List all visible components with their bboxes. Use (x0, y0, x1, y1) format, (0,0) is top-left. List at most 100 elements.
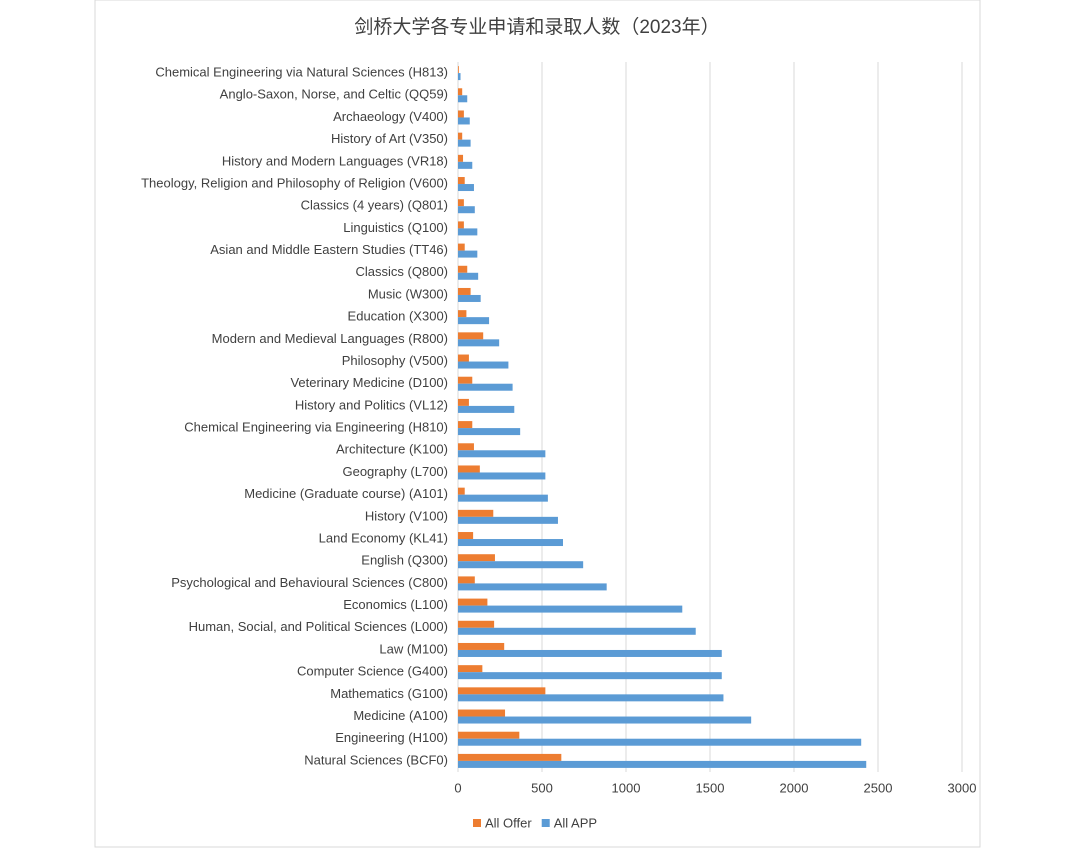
y-tick-label: Natural Sciences (BCF0) (304, 752, 448, 767)
bar (458, 509, 494, 517)
y-tick-label: Veterinary Medicine (D100) (290, 375, 448, 390)
bar (458, 317, 490, 325)
bar (458, 117, 470, 125)
y-tick-label: Computer Science (G400) (297, 664, 448, 679)
bar (458, 694, 724, 702)
bar (458, 487, 465, 495)
bar (458, 199, 464, 207)
bar (458, 583, 607, 591)
bar (458, 672, 722, 680)
bar (458, 465, 480, 473)
y-tick-label: Land Economy (KL41) (319, 530, 448, 545)
legend-label: All Offer (485, 815, 532, 830)
y-tick-label: Chemical Engineering via Engineering (H8… (184, 420, 448, 435)
y-tick-label: History (V100) (365, 508, 448, 523)
x-tick-label: 0 (454, 780, 461, 795)
y-tick-label: Medicine (Graduate course) (A101) (244, 486, 448, 501)
bar (458, 421, 473, 429)
y-tick-label: Architecture (K100) (336, 442, 448, 457)
bar (458, 627, 696, 635)
y-tick-label: History and Modern Languages (VR18) (222, 153, 448, 168)
bar (458, 88, 463, 96)
bar (458, 605, 683, 613)
x-tick-label: 1500 (696, 780, 725, 795)
bar (458, 443, 474, 451)
x-tick-label: 3000 (948, 780, 977, 795)
bar (458, 494, 548, 502)
bar (458, 66, 459, 74)
bar (458, 576, 475, 584)
bar (458, 272, 479, 280)
y-tick-label: English (Q300) (361, 553, 448, 568)
bar (458, 154, 464, 162)
y-tick-label: Theology, Religion and Philosophy of Rel… (141, 175, 448, 190)
legend-label: All APP (554, 815, 597, 830)
bar (458, 665, 483, 673)
y-tick-label: History of Art (V350) (331, 131, 448, 146)
y-tick-label: Chemical Engineering via Natural Science… (155, 65, 448, 80)
legend-swatch (541, 819, 550, 827)
y-tick-label: Law (M100) (379, 641, 448, 656)
y-tick-label: Archaeology (V400) (333, 109, 448, 124)
y-tick-label: Linguistics (Q100) (343, 220, 448, 235)
bar (458, 250, 478, 258)
y-tick-label: Engineering (H100) (335, 730, 448, 745)
bar (458, 376, 473, 384)
bar (458, 161, 473, 169)
bar (458, 472, 546, 480)
bar (458, 383, 513, 391)
y-tick-label: Classics (Q800) (356, 264, 448, 279)
bar (458, 221, 464, 229)
bar (458, 310, 467, 318)
y-tick-label: Music (W300) (368, 286, 448, 301)
y-tick-label: Mathematics (G100) (330, 686, 448, 701)
bar (458, 132, 463, 140)
bar (458, 561, 584, 569)
bar (458, 554, 495, 562)
y-tick-label: Medicine (A100) (353, 708, 448, 723)
y-tick-label: History and Politics (VL12) (295, 397, 448, 412)
bar (458, 709, 506, 717)
y-tick-label: Psychological and Behavioural Sciences (… (171, 575, 448, 590)
bar (458, 716, 752, 724)
chart-frame (94, 0, 981, 848)
bar (458, 339, 500, 347)
bar (458, 649, 722, 657)
y-tick-label: Anglo-Saxon, Norse, and Celtic (QQ59) (220, 87, 448, 102)
y-tick-label: Economics (L100) (343, 597, 448, 612)
bar (458, 428, 521, 436)
y-tick-label: Education (X300) (348, 309, 448, 324)
y-tick-label: Geography (L700) (342, 464, 448, 479)
bar (458, 516, 558, 524)
bar (458, 332, 484, 340)
chart-title: 剑桥大学各专业申请和录取人数（2023年） (354, 16, 719, 38)
x-tick-label: 1000 (612, 780, 641, 795)
bar (458, 532, 474, 540)
x-tick-label: 500 (531, 780, 553, 795)
bar (458, 642, 505, 650)
bar (458, 354, 469, 362)
bar (458, 405, 515, 413)
bar (458, 738, 862, 746)
x-tick-label: 2000 (780, 780, 809, 795)
bar (458, 177, 465, 185)
bar (458, 228, 478, 236)
bar (458, 539, 563, 547)
bar (458, 184, 474, 192)
bar (458, 243, 465, 251)
bar (458, 73, 461, 81)
bar (458, 206, 475, 214)
y-tick-label: Human, Social, and Political Sciences (L… (189, 619, 448, 634)
bar (458, 687, 546, 695)
bar (458, 95, 468, 103)
bar (458, 450, 546, 458)
bar (458, 110, 464, 118)
bar (458, 287, 471, 295)
x-tick-label: 2500 (864, 780, 893, 795)
bar (458, 598, 488, 606)
bar (458, 265, 468, 273)
y-tick-label: Classics (4 years) (Q801) (301, 198, 448, 213)
bar (458, 398, 469, 406)
y-tick-label: Modern and Medieval Languages (R800) (212, 331, 448, 346)
